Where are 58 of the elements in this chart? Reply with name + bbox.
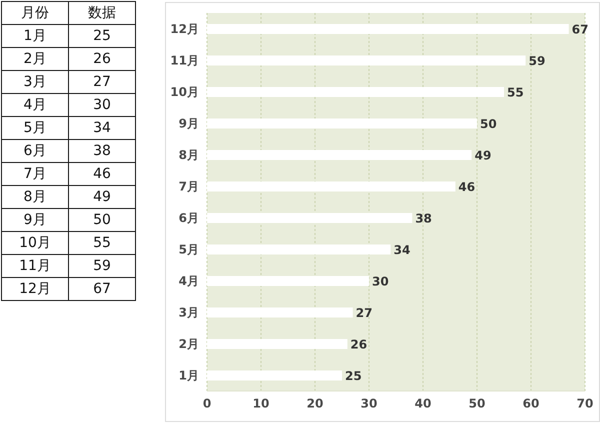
y-tick-label: 5月 — [178, 242, 199, 257]
y-axis-title: 月份 — [21, 5, 49, 21]
x-tick-label: 50 — [468, 396, 486, 411]
data-label: 55 — [68, 232, 136, 254]
data-label: 50 — [480, 116, 497, 131]
data-label: 30 — [68, 94, 136, 116]
x-tick-label: 10 — [252, 396, 270, 411]
data-label: 49 — [68, 186, 136, 208]
data-label: 25 — [345, 368, 362, 383]
data-label: 67 — [572, 22, 589, 36]
data-label: 30 — [372, 274, 389, 288]
x-tick-label: 30 — [360, 396, 378, 411]
y-tick-label: 1月 — [24, 28, 46, 44]
y-tick-label: 2月 — [24, 51, 46, 67]
y-tick-label: 12月 — [19, 281, 51, 297]
x-tick-label: 60 — [522, 396, 540, 411]
y-tick-label: 5月 — [24, 120, 46, 136]
x-tick-label: 20 — [306, 396, 324, 411]
x-tick-label: 40 — [414, 396, 432, 411]
y-tick-label: 11月 — [170, 54, 199, 68]
data-label: 59 — [68, 254, 136, 278]
data-label: 34 — [68, 116, 136, 140]
y-tick-label: 10月 — [19, 235, 51, 251]
y-tick-label: 7月 — [24, 166, 46, 182]
y-tick-label: 4月 — [178, 274, 199, 288]
data-label: 46 — [458, 180, 476, 194]
data-label: 38 — [68, 140, 136, 162]
y-tick-label: 8月 — [24, 189, 46, 205]
x-tick-label: 0 — [202, 396, 212, 411]
y-tick-label: 6月 — [178, 211, 199, 226]
data-label: 55 — [507, 85, 524, 100]
y-tick-label: 1月 — [178, 368, 199, 383]
data-label: 34 — [394, 242, 410, 257]
data-label: 49 — [474, 148, 492, 162]
data-label: 26 — [350, 337, 368, 352]
data-label: 25 — [68, 24, 136, 48]
y-tick-label: 6月 — [24, 143, 46, 159]
data-label: 26 — [68, 48, 136, 70]
data-label: 67 — [68, 278, 136, 300]
y-tick-label: 12月 — [170, 22, 199, 36]
x-tick-label: 70 — [576, 396, 594, 411]
data-label: 59 — [528, 54, 546, 68]
data-label: 38 — [415, 211, 432, 226]
y-tick-label: 2月 — [178, 337, 199, 352]
data-label: 27 — [356, 306, 373, 320]
x-tick-label: 数据 — [88, 5, 116, 21]
data-label: 50 — [68, 208, 136, 232]
y-tick-label: 8月 — [178, 148, 199, 162]
y-tick-label: 9月 — [24, 212, 46, 228]
y-tick-label: 10月 — [170, 85, 199, 100]
data-label: 27 — [68, 70, 136, 94]
y-tick-label: 4月 — [24, 97, 46, 113]
y-tick-label: 7月 — [178, 180, 199, 194]
y-tick-label: 11月 — [19, 258, 51, 274]
y-tick-label: 3月 — [24, 74, 46, 90]
y-tick-label: 3月 — [178, 306, 199, 320]
data-label: 46 — [68, 162, 136, 186]
y-tick-label: 9月 — [178, 116, 199, 131]
